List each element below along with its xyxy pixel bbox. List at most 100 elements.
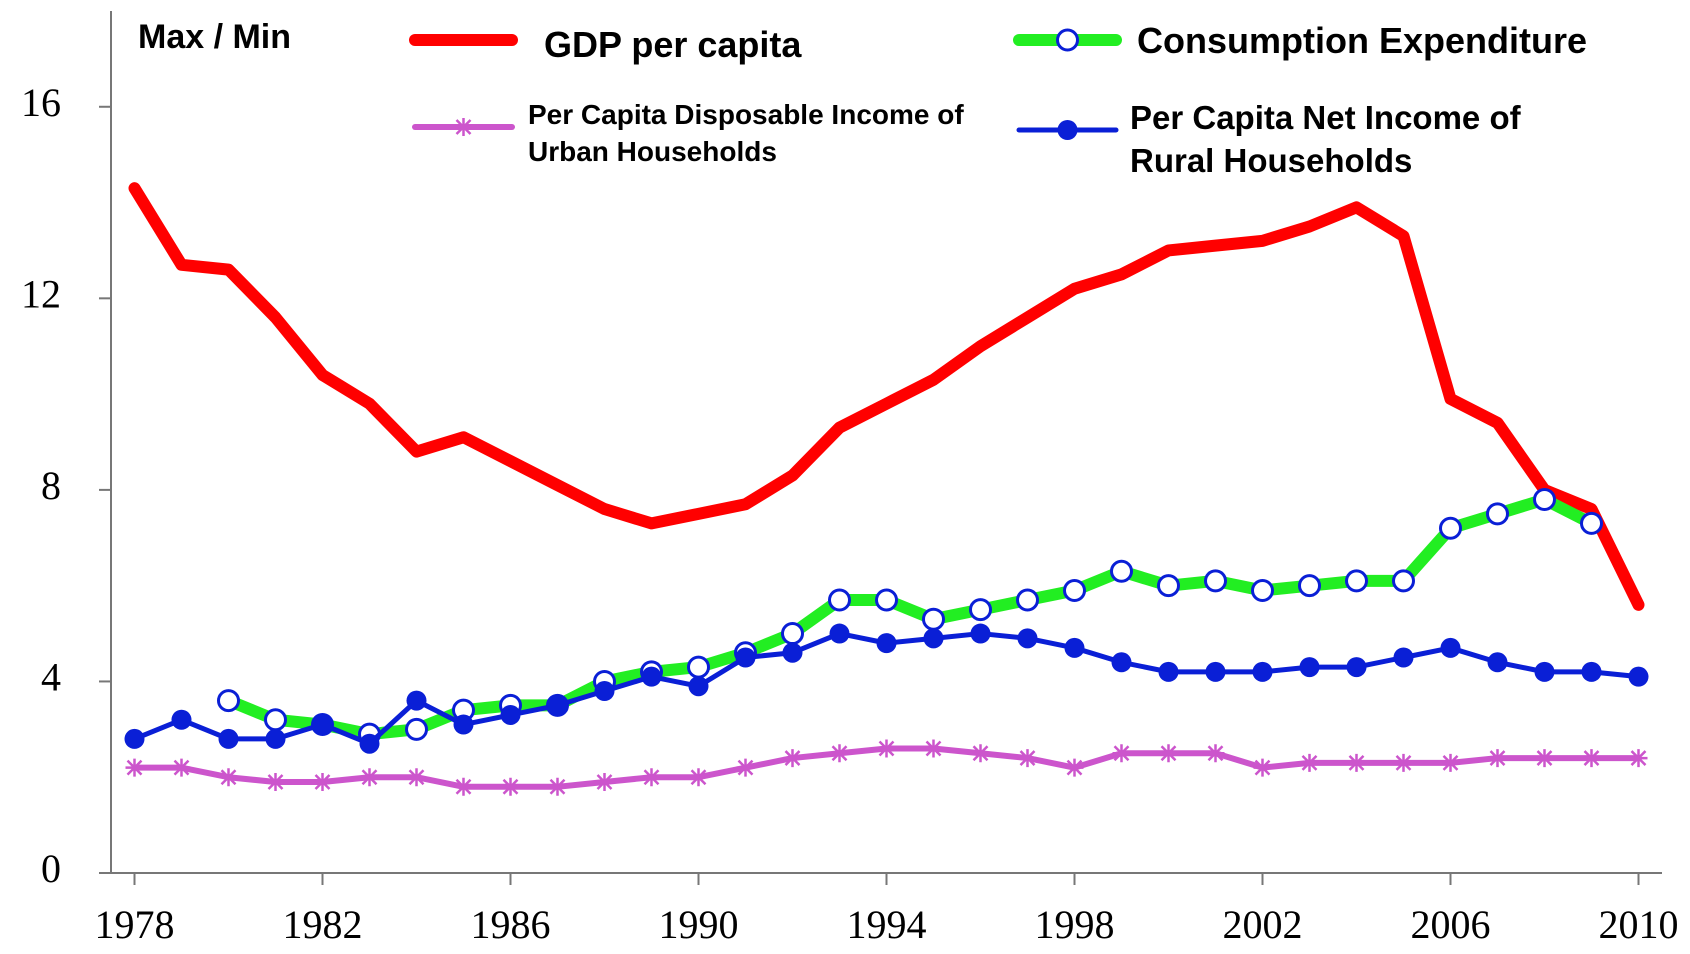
legend-label: GDP per capita <box>544 24 802 65</box>
point <box>501 777 520 796</box>
legend-label: Per Capita Net Income of Rural Household… <box>1130 99 1521 179</box>
x-tick-label: 2002 <box>1223 902 1303 947</box>
y-tick-label: 8 <box>41 463 61 508</box>
point <box>1581 661 1602 682</box>
point <box>407 768 426 787</box>
y-tick-label: 12 <box>21 272 61 317</box>
point <box>1064 637 1085 658</box>
point <box>970 623 991 644</box>
point <box>922 607 945 631</box>
point <box>1345 569 1368 593</box>
x-tick-label: 2006 <box>1411 902 1491 947</box>
point <box>1441 753 1460 772</box>
x-tick-label: 1982 <box>283 902 363 947</box>
point <box>406 690 427 711</box>
series-line <box>128 182 1645 611</box>
x-tick-label: 1986 <box>471 902 551 947</box>
point <box>736 758 755 777</box>
point <box>1112 744 1131 763</box>
point <box>1204 569 1227 593</box>
x-tick-label: 1990 <box>659 902 739 947</box>
point <box>828 588 851 612</box>
x-tick-label: 1994 <box>847 902 927 947</box>
point <box>924 739 943 758</box>
point <box>1393 647 1414 668</box>
legend-marker <box>454 118 473 136</box>
point <box>500 704 521 725</box>
point <box>1253 758 1272 777</box>
point <box>312 714 333 735</box>
legend-marker <box>1056 28 1079 52</box>
point <box>1205 661 1226 682</box>
point <box>313 773 332 792</box>
point <box>1298 574 1321 598</box>
point <box>781 622 804 646</box>
point <box>1251 578 1274 602</box>
point <box>1533 487 1556 511</box>
point <box>1065 758 1084 777</box>
point <box>1628 666 1649 687</box>
point <box>1063 578 1086 602</box>
point <box>688 676 709 697</box>
point <box>1159 744 1178 763</box>
point <box>1206 744 1225 763</box>
y-axis-label: Max / Min <box>138 18 292 56</box>
x-tick-label: 2010 <box>1599 902 1679 947</box>
point <box>689 768 708 787</box>
legend-marker <box>1057 120 1078 140</box>
point <box>1299 657 1320 678</box>
point <box>1111 652 1132 673</box>
point <box>1016 588 1039 612</box>
point <box>217 689 240 713</box>
point <box>595 773 614 792</box>
point <box>1017 628 1038 649</box>
point <box>687 655 710 679</box>
point <box>265 728 286 749</box>
point <box>782 642 803 663</box>
point <box>172 758 191 777</box>
point <box>124 728 145 749</box>
legend-label: Consumption Expenditure <box>1137 20 1587 61</box>
point <box>454 777 473 796</box>
series-line <box>222 493 1598 741</box>
point <box>218 728 239 749</box>
point <box>548 777 567 796</box>
point <box>641 666 662 687</box>
point <box>876 633 897 654</box>
point <box>1580 511 1603 535</box>
point <box>1018 749 1037 768</box>
point <box>1535 749 1554 768</box>
point <box>1300 753 1319 772</box>
point <box>829 623 850 644</box>
point <box>1629 749 1648 768</box>
point <box>1347 753 1366 772</box>
point <box>830 744 849 763</box>
point <box>923 628 944 649</box>
point <box>1346 657 1367 678</box>
point <box>1252 661 1273 682</box>
point <box>1110 559 1133 583</box>
point <box>360 768 379 787</box>
point <box>1487 652 1508 673</box>
point <box>1486 502 1509 526</box>
x-tick-label: 1998 <box>1035 902 1115 947</box>
point <box>1439 516 1462 540</box>
point <box>971 744 990 763</box>
y-tick-label: 16 <box>21 80 61 125</box>
point <box>969 598 992 622</box>
point <box>1534 661 1555 682</box>
point <box>125 758 144 777</box>
point <box>171 709 192 730</box>
point <box>1158 661 1179 682</box>
point <box>453 714 474 735</box>
point <box>1157 574 1180 598</box>
point <box>219 768 238 787</box>
x-tick-label: 1978 <box>95 902 175 947</box>
point <box>783 749 802 768</box>
point <box>594 681 615 702</box>
point <box>1394 753 1413 772</box>
y-tick-label: 4 <box>41 655 61 700</box>
point <box>1392 569 1415 593</box>
